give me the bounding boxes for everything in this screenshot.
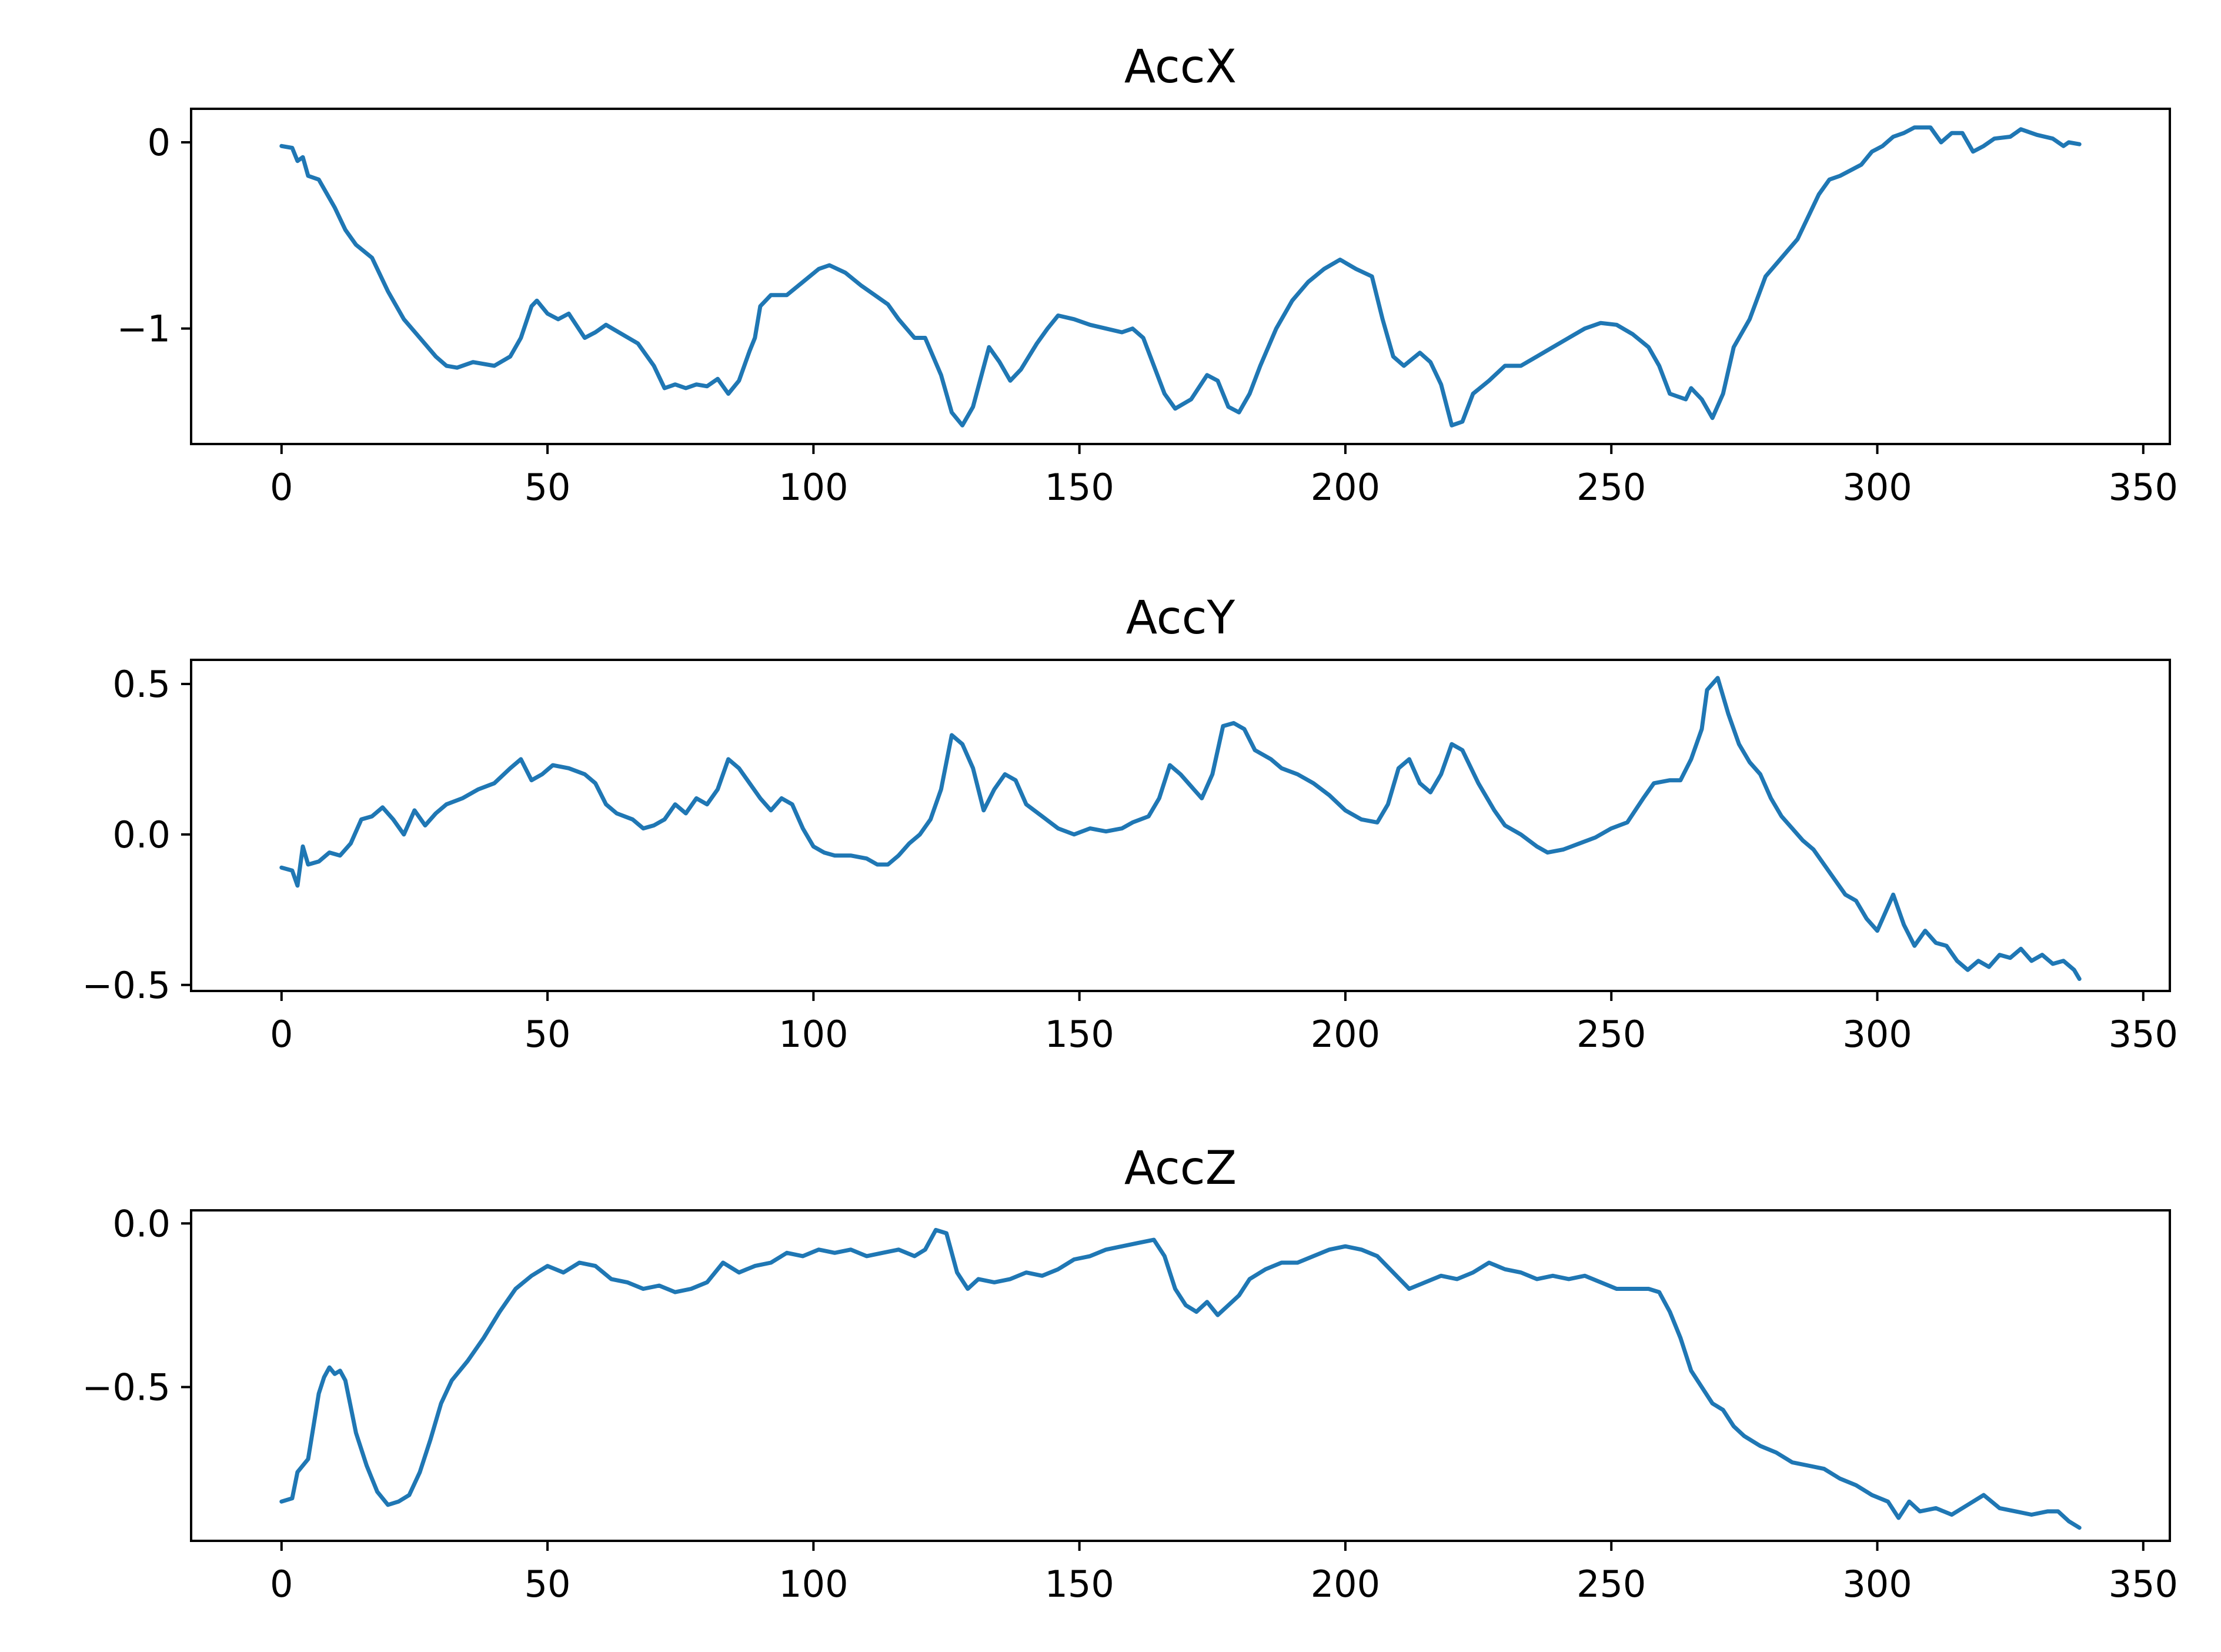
y-tick-label: 0.5	[112, 663, 171, 706]
axes-frame	[190, 659, 2171, 992]
y-tick-label: 0.0	[112, 1202, 171, 1245]
subplot-accx: AccX 0 50 100 150 200 250 300 350 0 −1	[117, 41, 2178, 509]
y-tick-label: −0.5	[82, 964, 171, 1007]
x-tick-label: 350	[2109, 1013, 2178, 1056]
subplot-accy: AccY 0 50 100 150 200 250 300 350 0.5 0.0 −0.5	[82, 592, 2178, 1056]
x-tick-label: 0	[270, 1563, 293, 1606]
series-line	[279, 125, 2082, 428]
x-tick-label: 150	[1044, 1013, 1114, 1056]
x-tick-label: 350	[2109, 466, 2178, 509]
x-tick-label: 0	[270, 1013, 293, 1056]
x-tick-label: 200	[1311, 1013, 1380, 1056]
y-tick-label: −0.5	[82, 1366, 171, 1409]
series-line	[279, 1227, 2082, 1530]
x-tick-label: 100	[779, 1013, 848, 1056]
x-tick-label: 200	[1311, 466, 1380, 509]
y-tick-label: 0	[148, 121, 171, 164]
x-tick-label: 250	[1577, 1013, 1646, 1056]
axes-frame	[190, 1209, 2171, 1542]
x-tick-label: 150	[1044, 466, 1114, 509]
subplot-accz: AccZ 0 50 100 150 200 250 300 350 0.0 −0.5	[82, 1142, 2178, 1606]
x-tick-label: 250	[1577, 1563, 1646, 1606]
subplot-title: AccZ	[1124, 1142, 1237, 1195]
axes-frame	[190, 108, 2171, 445]
x-tick-label: 100	[779, 466, 848, 509]
x-tick-label: 300	[1842, 1013, 1912, 1056]
subplot-title: AccX	[1124, 41, 1237, 94]
subplot-title: AccY	[1126, 592, 1235, 645]
x-tick-label: 350	[2109, 1563, 2178, 1606]
x-tick-label: 50	[525, 1013, 571, 1056]
x-tick-label: 250	[1577, 466, 1646, 509]
x-tick-label: 100	[779, 1563, 848, 1606]
x-tick-label: 0	[270, 466, 293, 509]
x-tick-label: 300	[1842, 1563, 1912, 1606]
y-tick-label: −1	[117, 308, 171, 351]
x-tick-label: 150	[1044, 1563, 1114, 1606]
x-tick-label: 50	[525, 466, 571, 509]
y-tick-label: 0.0	[112, 813, 171, 856]
series-line	[279, 676, 2082, 981]
x-tick-label: 200	[1311, 1563, 1380, 1606]
x-tick-label: 300	[1842, 466, 1912, 509]
x-tick-label: 50	[525, 1563, 571, 1606]
